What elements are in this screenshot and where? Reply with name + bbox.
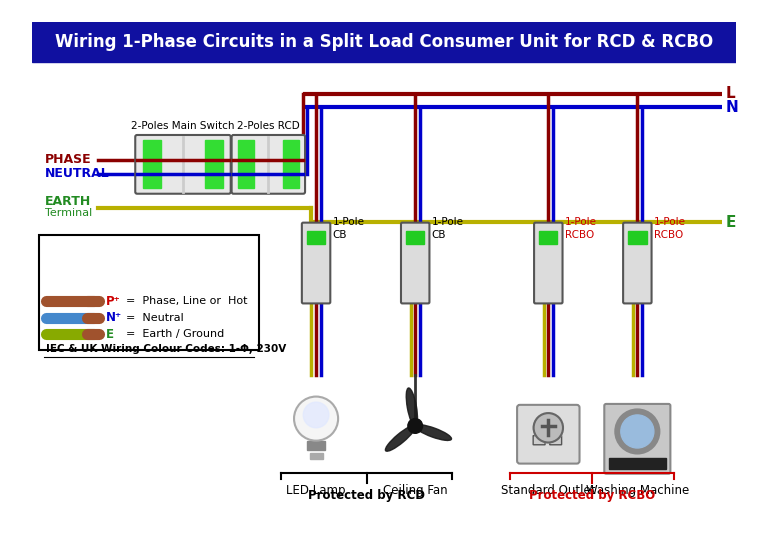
FancyBboxPatch shape [623, 223, 651, 303]
FancyBboxPatch shape [302, 223, 330, 303]
Text: Protected by RCBO: Protected by RCBO [529, 489, 655, 502]
Text: 2-Poles Main Switch: 2-Poles Main Switch [131, 121, 235, 131]
Circle shape [534, 413, 563, 442]
Text: IEC & UK Wiring Colour Codes: 1-Φ, 230V: IEC & UK Wiring Colour Codes: 1-Φ, 230V [46, 344, 286, 354]
Text: LED Lamp: LED Lamp [286, 484, 346, 497]
Ellipse shape [406, 388, 418, 426]
Text: 1-Pole
RCBO: 1-Pole RCBO [564, 217, 597, 240]
Text: 1-Pole
RCBO: 1-Pole RCBO [654, 217, 686, 240]
Text: E: E [726, 215, 736, 230]
Text: =  Earth / Ground: = Earth / Ground [126, 329, 224, 339]
Text: Wiring 1-Phase Circuits in a Split Load Consumer Unit for RCD & RCBO: Wiring 1-Phase Circuits in a Split Load … [55, 33, 713, 51]
FancyBboxPatch shape [401, 223, 429, 303]
Text: Washing Machine: Washing Machine [586, 484, 689, 497]
Text: E: E [106, 328, 114, 341]
Text: Standard Outlet: Standard Outlet [501, 484, 595, 497]
Circle shape [294, 397, 338, 441]
Bar [143, 140, 161, 188]
Text: Ceiling Fan: Ceiling Fan [383, 484, 448, 497]
FancyBboxPatch shape [550, 436, 561, 445]
Text: 2-Poles RCD: 2-Poles RCD [237, 121, 300, 131]
Circle shape [615, 409, 660, 454]
Bar [307, 231, 326, 244]
Circle shape [408, 419, 422, 433]
Text: =  Phase, Line or  Hot: = Phase, Line or Hot [126, 296, 247, 306]
FancyBboxPatch shape [232, 135, 305, 194]
Text: EARTH: EARTH [45, 195, 91, 208]
FancyBboxPatch shape [39, 235, 259, 350]
Text: N: N [726, 100, 738, 115]
FancyBboxPatch shape [517, 405, 580, 464]
Bar [31, 22, 737, 62]
Text: =  Neutral: = Neutral [126, 313, 184, 323]
Circle shape [621, 415, 654, 448]
Bar [406, 231, 425, 244]
Text: Protected by RCD: Protected by RCD [308, 489, 425, 502]
FancyBboxPatch shape [135, 135, 230, 194]
Bar [205, 140, 223, 188]
Text: Terminal: Terminal [45, 208, 92, 218]
Bar [283, 140, 299, 188]
Bar [307, 441, 326, 450]
FancyBboxPatch shape [604, 404, 670, 473]
Ellipse shape [386, 426, 415, 451]
Bar [238, 140, 253, 188]
Circle shape [303, 402, 329, 428]
Bar [539, 231, 558, 244]
Text: N⁺: N⁺ [106, 311, 122, 324]
Ellipse shape [415, 424, 452, 441]
Bar [628, 231, 647, 244]
Text: NEUTRAL: NEUTRAL [45, 167, 110, 180]
Text: 1-Pole
CB: 1-Pole CB [333, 217, 365, 240]
Text: 1-Pole
CB: 1-Pole CB [432, 217, 464, 240]
Bar [310, 454, 323, 459]
Text: P⁺: P⁺ [106, 295, 121, 308]
Bar [609, 458, 666, 469]
FancyBboxPatch shape [533, 436, 545, 445]
FancyBboxPatch shape [534, 223, 562, 303]
Text: PHASE: PHASE [45, 153, 92, 166]
Text: L: L [726, 86, 735, 101]
